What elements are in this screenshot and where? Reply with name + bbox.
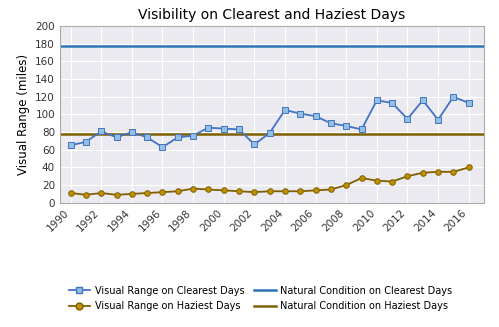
Legend: Visual Range on Clearest Days, Visual Range on Haziest Days, Natural Condition o: Visual Range on Clearest Days, Visual Ra…	[65, 282, 457, 315]
Title: Visibility on Clearest and Haziest Days: Visibility on Clearest and Haziest Days	[138, 8, 406, 22]
Y-axis label: Visual Range (miles): Visual Range (miles)	[16, 54, 30, 175]
